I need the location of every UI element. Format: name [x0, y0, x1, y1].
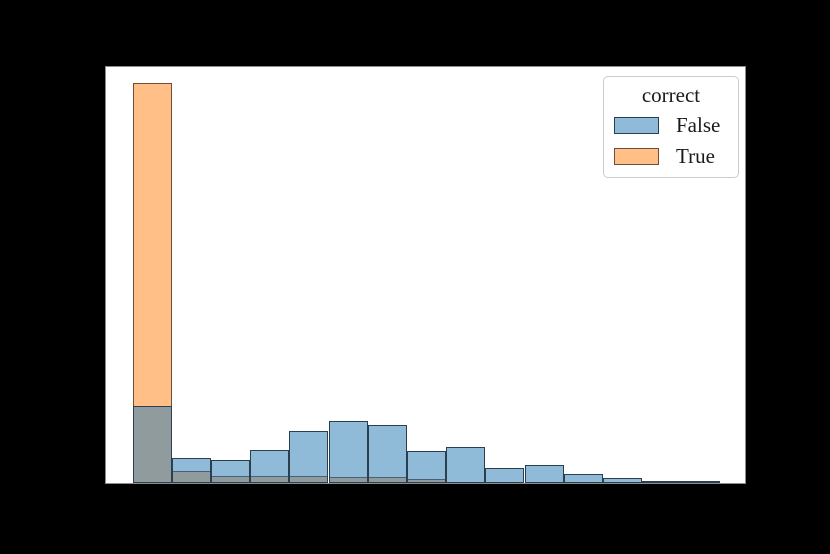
histogram-bar-false-bin1	[132, 406, 172, 484]
legend-rows: False True	[604, 115, 738, 167]
legend-row-true: True	[614, 146, 738, 167]
plot-area-bars	[106, 67, 745, 484]
histogram-bar-false-bin4	[250, 449, 290, 484]
legend-swatch-true-icon	[614, 148, 659, 166]
legend-row-false: False	[614, 115, 738, 136]
histogram-bar-false-bin13	[602, 478, 643, 484]
histogram-bar-false-bin8	[406, 450, 447, 484]
histogram-bar-false-bin10	[485, 468, 525, 484]
legend-title: correct	[641, 83, 701, 107]
histogram-bar-false-bin14	[642, 480, 682, 484]
histogram-bar-false-bin15	[681, 481, 721, 484]
histogram-bar-false-bin12	[563, 474, 603, 484]
histogram-bar-false-bin7	[367, 424, 407, 484]
legend: correct False True	[603, 76, 739, 178]
histogram-bar-false-bin6	[328, 420, 368, 484]
histogram-bar-false-bin5	[289, 430, 329, 484]
histogram-bar-false-bin3	[210, 460, 251, 484]
histogram-bar-false-bin11	[524, 464, 564, 484]
legend-label-false: False	[676, 113, 721, 138]
histogram-bar-false-bin9	[446, 447, 486, 484]
legend-swatch-false-icon	[614, 117, 659, 135]
histogram-bar-false-bin2	[171, 458, 211, 484]
legend-label-true: True	[676, 144, 715, 169]
